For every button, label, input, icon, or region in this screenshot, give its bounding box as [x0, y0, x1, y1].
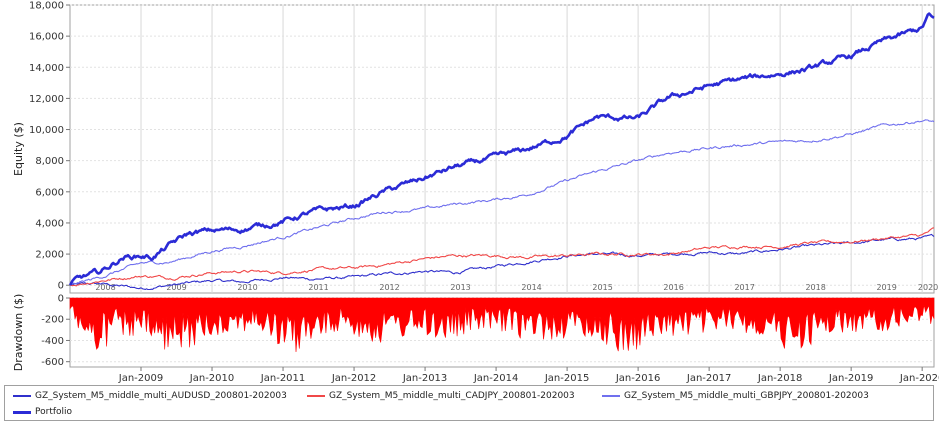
- year-band-label: 2018: [805, 283, 825, 292]
- year-band-label: 2015: [592, 283, 612, 292]
- series-line-cadjpy: [69, 227, 934, 287]
- series-line-gbpjpy: [69, 119, 935, 286]
- legend-item-cadjpy[interactable]: GZ_System_M5_middle_multi_CADJPY_200801-…: [307, 391, 575, 401]
- drawdown-ytick-label: -400: [41, 336, 64, 347]
- equity-ytick-label: 18,000: [29, 1, 64, 12]
- equity-plot-area: [69, 4, 935, 294]
- equity-ytick-label: 12,000: [29, 94, 64, 105]
- equity-ytick-label: 0: [58, 281, 64, 292]
- equity-ytick-label: 8,000: [35, 156, 64, 167]
- xtick-label: Jan-2016: [615, 373, 660, 384]
- xtick-label: Jan-2014: [473, 373, 518, 384]
- year-band-label: 2009: [166, 283, 186, 292]
- year-band-label: 2013: [450, 283, 470, 292]
- legend-item-portfolio[interactable]: Portfolio: [13, 407, 72, 417]
- year-band-label: 2017: [734, 283, 754, 292]
- legend-label-gbpjpy: GZ_System_M5_middle_multi_GBPJPY_200801-…: [624, 391, 869, 401]
- chart-canvas: 0 2,000 4,000 6,000 8,000 10,000 12,000 14,000 1…: [12, 1, 939, 385]
- legend-swatch-gbpjpy: [602, 395, 620, 397]
- xtick-label: Jan-2017: [686, 373, 731, 384]
- drawdown-ytick-label: -600: [41, 357, 64, 368]
- xtick-label: Jan-2020: [899, 373, 939, 384]
- equity-ytick-label: 10,000: [29, 125, 64, 136]
- legend-swatch-cadjpy: [307, 395, 325, 397]
- equity-ytick-label: 2,000: [35, 250, 64, 261]
- legend-swatch-audusd: [13, 395, 31, 397]
- legend: GZ_System_M5_middle_multi_AUDUSD_200801-…: [4, 385, 934, 421]
- year-band-label: 2016: [663, 283, 683, 292]
- equity-ytick-label: 4,000: [35, 218, 64, 229]
- legend-swatch-portfolio: [13, 410, 31, 414]
- legend-item-gbpjpy[interactable]: GZ_System_M5_middle_multi_GBPJPY_200801-…: [602, 391, 869, 401]
- year-band-label: 2012: [379, 283, 399, 292]
- year-band-label: 2019: [876, 283, 896, 292]
- equity-ytick-label: 16,000: [29, 32, 64, 43]
- year-band-label: 2014: [521, 283, 541, 292]
- xtick-label: Jan-2013: [402, 373, 447, 384]
- year-band-label: 2008: [95, 283, 115, 292]
- equity-ytick-label: 6,000: [35, 187, 64, 198]
- series-line-audusd: [69, 233, 935, 291]
- legend-label-audusd: GZ_System_M5_middle_multi_AUDUSD_200801-…: [35, 391, 287, 401]
- equity-ytick-label: 14,000: [29, 63, 64, 74]
- series-line-portfolio: [68, 12, 935, 286]
- legend-label-cadjpy: GZ_System_M5_middle_multi_CADJPY_200801-…: [329, 391, 575, 401]
- equity-axis-label: Equity ($): [12, 122, 25, 176]
- xtick-label: Jan-2018: [757, 373, 802, 384]
- year-band-label: 2010: [237, 283, 257, 292]
- xtick-label: Jan-2010: [189, 373, 234, 384]
- xtick-label: Jan-2015: [544, 373, 589, 384]
- drawdown-ytick-label: -200: [41, 315, 64, 326]
- drawdown-axis-label: Drawdown ($): [12, 294, 25, 372]
- drawdown-area: [69, 297, 935, 353]
- year-band-label: 2020: [918, 283, 938, 292]
- xtick-label: Jan-2009: [118, 373, 163, 384]
- xtick-label: Jan-2012: [331, 373, 376, 384]
- xtick-label: Jan-2011: [260, 373, 305, 384]
- drawdown-ytick-label: 0: [58, 294, 64, 305]
- xtick-label: Jan-2019: [828, 373, 873, 384]
- year-band-label: 2011: [308, 283, 328, 292]
- legend-item-audusd[interactable]: GZ_System_M5_middle_multi_AUDUSD_200801-…: [13, 391, 287, 401]
- legend-label-portfolio: Portfolio: [35, 407, 73, 417]
